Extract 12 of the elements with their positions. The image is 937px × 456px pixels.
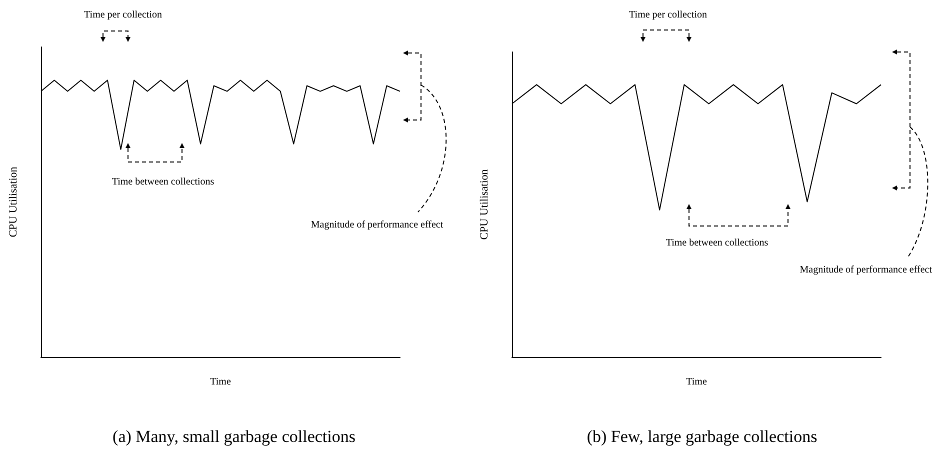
text: (a) Many, small garbage collections bbox=[112, 427, 356, 446]
annotation: Magnitude of performance effect bbox=[310, 220, 444, 230]
annotation: Time between collections bbox=[112, 176, 214, 188]
x-axis-title: Time bbox=[210, 376, 232, 388]
text: (b) Few, large garbage collections bbox=[586, 427, 818, 446]
y-axis-title: CPU Utilisation bbox=[478, 168, 490, 240]
y-axis-title: CPU Utilisation bbox=[8, 166, 20, 238]
annotation: Time between collections bbox=[666, 238, 768, 248]
text: Time per collection bbox=[629, 10, 707, 20]
x-axis-title: Time bbox=[686, 376, 708, 388]
annotation: Magnitude of performance effect bbox=[800, 264, 932, 276]
text: Time per collection bbox=[84, 10, 162, 20]
